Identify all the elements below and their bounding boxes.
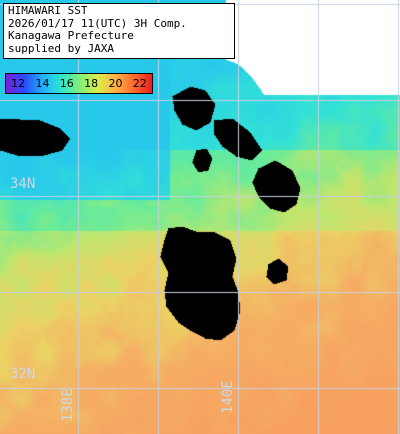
legend-tick-18: 18 (84, 77, 99, 90)
sst-legend: 12 14 16 18 20 22 (5, 73, 153, 94)
info-region: Kanagawa Prefecture (8, 29, 134, 42)
lat-label-34n: 34N (10, 176, 36, 192)
legend-tick-16: 16 (59, 77, 74, 90)
legend-tick-14: 14 (35, 77, 50, 90)
lon-label-138e: 138E (60, 388, 76, 422)
legend-tick-20: 20 (108, 77, 123, 90)
info-box: HIMAWARI SST 2026/01/17 11(UTC) 3H Comp.… (3, 3, 235, 59)
legend-tick-22: 22 (132, 77, 147, 90)
lon-label-140e: 140E (220, 380, 236, 414)
info-datetime: 2026/01/17 11(UTC) 3H Comp. (8, 16, 187, 30)
info-title: HIMAWARI SST (8, 4, 88, 17)
lat-label-32n: 32N (10, 366, 36, 382)
legend-tick-12: 12 (11, 77, 26, 90)
info-credit: supplied by JAXA (8, 41, 114, 55)
